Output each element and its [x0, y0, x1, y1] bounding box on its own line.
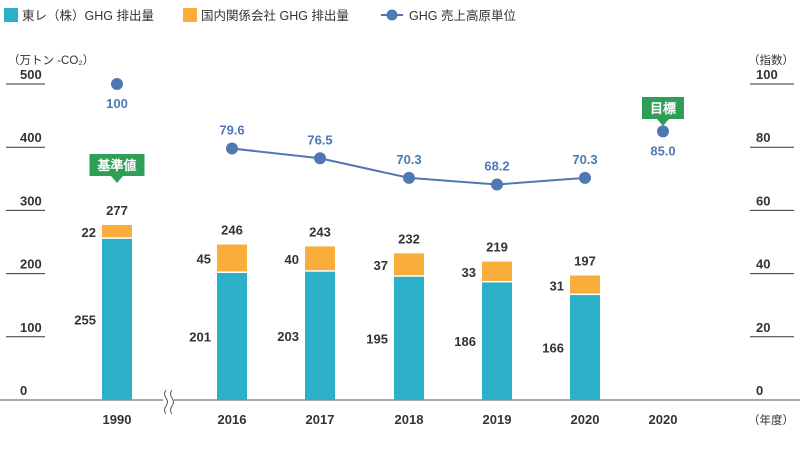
bar-total-label: 232 [398, 231, 420, 246]
bar-toray [305, 271, 335, 400]
line-point-intensity [657, 125, 669, 138]
x-tick-label: 2019 [483, 412, 512, 427]
bar-label-domestic: 31 [550, 278, 564, 293]
bar-toray [102, 238, 132, 400]
bar-domestic [102, 224, 132, 238]
line-value-label: 79.6 [219, 122, 244, 137]
legend-label-intensity: GHG 売上高原単位 [409, 8, 516, 23]
line-point-intensity [579, 171, 591, 184]
bar-label-toray: 166 [542, 341, 564, 356]
y-right-tick-label: 80 [756, 130, 770, 145]
line-value-label: 70.3 [572, 152, 597, 167]
bar-total-label: 219 [486, 240, 508, 255]
axis-break-mark-left [164, 389, 168, 415]
x-tick-label: 2020 [571, 412, 600, 427]
bar-label-toray: 203 [277, 329, 299, 344]
y-right-tick-label: 40 [756, 257, 770, 272]
annotation-label: 目標 [650, 101, 676, 116]
x-tick-label: 2016 [218, 412, 247, 427]
legend-swatch-toray [4, 8, 18, 22]
y-left-tick-label: 200 [20, 257, 42, 272]
bar-label-toray: 195 [366, 331, 388, 346]
y-left-axis-label: （万トン -CO₂） [8, 54, 94, 67]
y-left-tick-label: 300 [20, 193, 42, 208]
x-axis-label: （年度） [748, 413, 794, 427]
y-left-tick-label: 100 [20, 320, 42, 335]
legend-label-toray: 東レ（株）GHG 排出量 [22, 8, 154, 23]
y-left-tick-label: 500 [20, 67, 42, 82]
bar-label-domestic: 33 [462, 265, 476, 280]
y-right-tick-label: 0 [756, 383, 763, 398]
annotation-box [89, 154, 145, 176]
line-value-label: 85.0 [650, 143, 675, 158]
line-value-label: 100 [106, 96, 128, 111]
bar-domestic [482, 261, 512, 281]
x-tick-label: 2018 [395, 412, 424, 427]
y-left-tick-label: 400 [20, 130, 42, 145]
bar-label-domestic: 37 [374, 258, 388, 273]
bar-domestic [394, 253, 424, 276]
line-value-label: 76.5 [307, 132, 332, 147]
y-right-tick-label: 60 [756, 193, 770, 208]
bar-domestic [570, 275, 600, 294]
bar-total-label: 246 [221, 223, 243, 238]
bar-toray [570, 295, 600, 400]
y-right-tick-label: 20 [756, 320, 770, 335]
bar-toray [394, 276, 424, 400]
bar-domestic [305, 246, 335, 271]
bar-toray [217, 272, 247, 400]
x-tick-label: 2017 [306, 412, 335, 427]
y-left-tick-label: 0 [20, 383, 27, 398]
line-point-intensity [403, 171, 415, 184]
line-point-intensity [314, 152, 326, 165]
bar-toray [482, 282, 512, 400]
x-tick-label: 2020 [649, 412, 678, 427]
legend-swatch-domestic [183, 8, 197, 22]
line-point-intensity [491, 178, 503, 191]
legend-dot-intensity [386, 9, 398, 21]
annotation-pointer [657, 119, 669, 126]
bar-total-label: 243 [309, 224, 331, 239]
annotation-label: 基準値 [96, 158, 136, 173]
bar-label-domestic: 40 [285, 252, 299, 267]
line-value-label: 68.2 [484, 158, 509, 173]
line-point-intensity [226, 142, 238, 155]
line-point-intensity [111, 78, 123, 90]
bar-label-toray: 186 [454, 334, 476, 349]
bar-domestic [217, 244, 247, 272]
axis-break-mark-right [170, 389, 174, 415]
x-tick-label: 1990 [103, 412, 132, 427]
line-value-label: 70.3 [396, 152, 421, 167]
y-right-tick-label: 100 [756, 67, 778, 82]
y-right-axis-label: （指数） [748, 53, 794, 67]
bar-label-toray: 255 [74, 312, 96, 327]
legend-label-domestic: 国内関係会社 GHG 排出量 [201, 8, 349, 23]
annotation-pointer [111, 176, 123, 183]
bar-label-domestic: 45 [197, 252, 211, 267]
bar-total-label: 197 [574, 253, 596, 268]
bar-total-label: 277 [106, 203, 128, 218]
bar-label-toray: 201 [189, 329, 211, 344]
bar-label-domestic: 22 [82, 225, 96, 240]
annotation-box [642, 97, 684, 119]
axis-break-gap [163, 392, 174, 408]
